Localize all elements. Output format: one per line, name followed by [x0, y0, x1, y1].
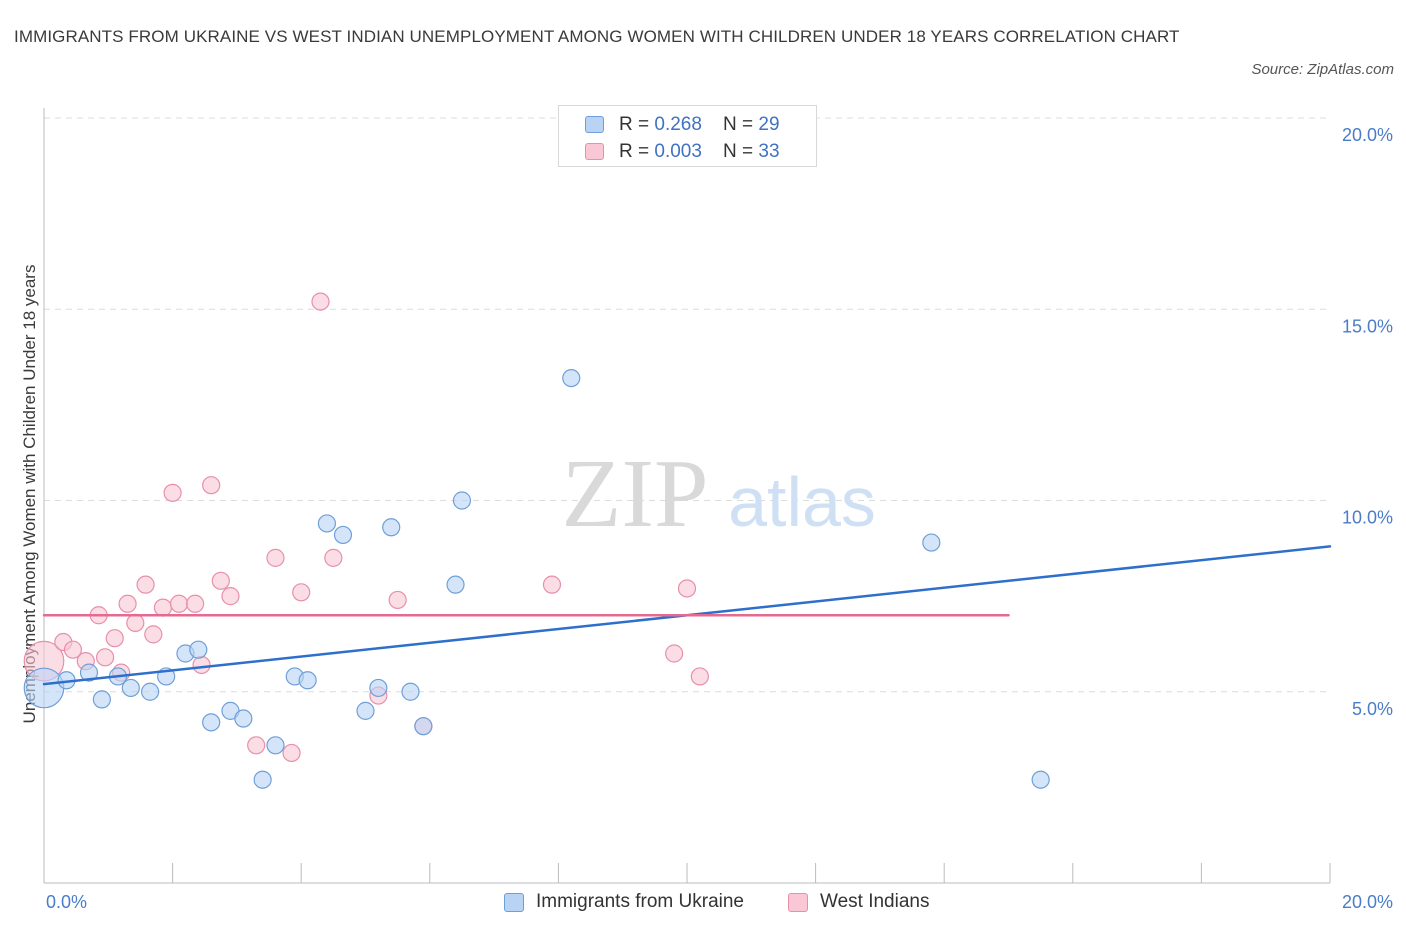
west-indians-point [95, 648, 115, 667]
west-indians-point [247, 736, 266, 755]
watermark-atlas: atlas [728, 463, 876, 541]
watermark-zip: ZIP [562, 440, 709, 548]
stats-n-label: N = [723, 114, 759, 135]
ukraine-point [356, 701, 375, 720]
ukraine-point [121, 678, 140, 698]
west-indians-point [677, 579, 697, 598]
ukraine-point [298, 671, 317, 690]
ukraine-point [414, 717, 433, 736]
west-indians-point [324, 548, 343, 567]
ukraine-points [23, 369, 1050, 789]
west-indians-point [126, 613, 145, 633]
stats-r-value-west-indians: 0.003 [654, 141, 702, 162]
axes [43, 108, 1331, 884]
ukraine-point [79, 663, 99, 682]
ukraine-point [23, 667, 65, 709]
y-tick-label: 10.0% [1342, 508, 1393, 528]
ukraine-point [317, 514, 337, 533]
west-indians-point [153, 598, 173, 617]
ukraine-point [140, 682, 160, 701]
west-indians-point [311, 292, 330, 311]
legend-label-west-indians: West Indians [820, 891, 930, 912]
west-indians-point [118, 594, 137, 613]
legend-item-west-indians: West Indians [788, 888, 958, 916]
west-indians-point [186, 594, 205, 613]
west-indians-point [136, 575, 155, 594]
ukraine-point [382, 518, 401, 537]
stats-n-label: N = [723, 141, 759, 162]
west-indians-point [63, 640, 83, 659]
ukraine-point [562, 369, 581, 388]
legend-swatch-ukraine [504, 893, 524, 912]
ukraine-point [253, 770, 272, 789]
west-indians-point [202, 476, 221, 495]
west-indians-point [542, 575, 562, 594]
west-indians-points [23, 292, 709, 763]
legend-swatch-west-indians [788, 893, 808, 912]
ukraine-point [189, 640, 208, 659]
stats-swatch-ukraine [585, 116, 604, 133]
stats-swatch-west-indians [585, 143, 604, 160]
ukraine-point [446, 575, 465, 594]
west-indians-point [292, 583, 311, 602]
west-indians-point [105, 629, 124, 648]
source-label: Source: ZipAtlas.com [1251, 61, 1394, 78]
west-indians-point [690, 667, 709, 686]
west-indians-point [163, 483, 182, 502]
trend-lines [42, 545, 1332, 686]
stats-n-value-west-indians: 33 [758, 141, 780, 162]
ukraine-point [401, 682, 420, 701]
chart-title: IMMIGRANTS FROM UKRAINE VS WEST INDIAN U… [14, 27, 1180, 46]
y-tick-label: 15.0% [1342, 316, 1393, 336]
watermark: ZIP atlas [562, 440, 876, 548]
legend-item-ukraine: Immigrants from Ukraine [504, 888, 764, 916]
ukraine-point [1031, 770, 1050, 789]
west-indians-point [144, 625, 163, 644]
west-indians-point [665, 644, 684, 663]
x-tick-label: 0.0% [46, 892, 87, 912]
west-indians-point [266, 548, 285, 567]
ukraine-point [234, 709, 253, 728]
ukraine-point [266, 736, 285, 755]
legend-label-ukraine: Immigrants from Ukraine [536, 891, 744, 912]
y-tick-label: 20.0% [1342, 125, 1393, 145]
tick-labels: 5.0% 10.0% 15.0% 20.0% 0.0% 20.0% [46, 125, 1393, 912]
ukraine-point [452, 491, 472, 510]
ukraine-point [333, 525, 353, 545]
stats-r-label: R = [619, 114, 655, 135]
west-indians-point [282, 743, 301, 763]
correlation-stats-box: R = 0.268 N = 29 R = 0.003 N = 33 [558, 105, 817, 167]
west-indians-point [221, 587, 240, 606]
y-tick-label: 5.0% [1352, 699, 1393, 719]
west-indians-point [192, 655, 211, 675]
ukraine-point [922, 533, 941, 552]
gridlines [44, 117, 1330, 693]
stats-n-value-ukraine: 29 [758, 114, 780, 135]
stats-r-value-ukraine: 0.268 [654, 114, 702, 135]
west-indians-point [211, 571, 230, 590]
x-tick-label: 20.0% [1342, 892, 1393, 912]
west-indians-point [169, 594, 189, 613]
ukraine-point [92, 690, 111, 709]
west-indians-point [388, 590, 407, 610]
ukraine-point [369, 678, 388, 698]
stats-r-label: R = [619, 141, 655, 162]
ukraine-point [202, 713, 221, 732]
